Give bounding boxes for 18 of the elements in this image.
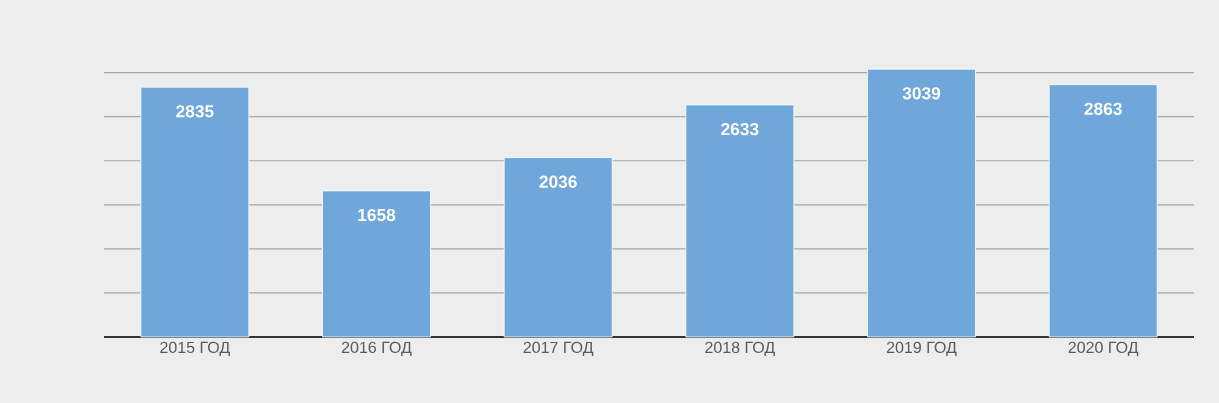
x-tick-label: 2017 ГОД: [523, 341, 594, 357]
x-tick-label: 2019 ГОД: [886, 341, 957, 357]
bar: [140, 86, 250, 338]
bar: [685, 104, 795, 338]
data-label: 2633: [721, 122, 759, 136]
data-label: 2863: [1084, 102, 1122, 116]
bar: [867, 68, 976, 338]
data-label: 3039: [902, 87, 941, 100]
bar: [503, 157, 613, 338]
x-tick-label: 2020 ГОД: [1068, 341, 1139, 357]
bar: [322, 190, 431, 338]
x-tick-label: 2018 ГОД: [705, 341, 775, 357]
bar: [1048, 84, 1158, 338]
x-tick-label: 2016 ГОД: [341, 341, 412, 357]
data-label: 2835: [176, 105, 214, 118]
x-tick-label: 2015 ГОД: [160, 341, 230, 357]
data-label: 2036: [539, 175, 577, 188]
data-label: 1658: [358, 208, 396, 222]
